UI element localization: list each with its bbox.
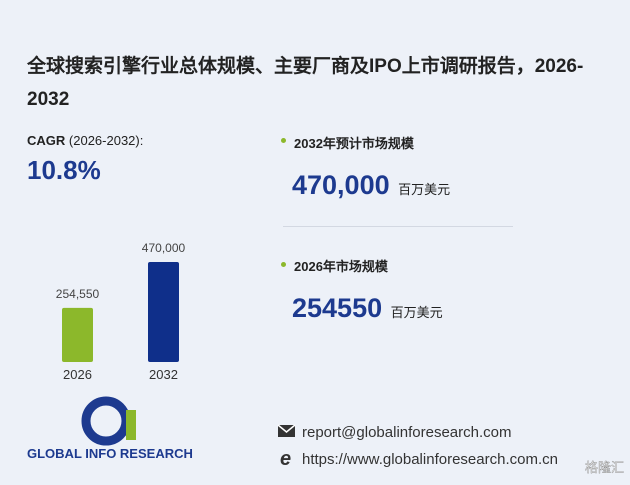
value-label: 470,000	[142, 241, 186, 255]
value-label: 254,550	[56, 287, 100, 301]
website: https://www.globalinforesearch.com.cn	[302, 451, 558, 468]
badge: 格隆汇	[585, 460, 624, 475]
stat-label: 2032年预计市场规模	[294, 136, 414, 151]
stat-unit: 百万美元	[390, 305, 443, 320]
cagr-label: CAGR	[27, 133, 66, 148]
cagr-period: (2026-2032):	[68, 133, 144, 148]
divider	[283, 226, 513, 227]
email: report@globalinforesearch.com	[302, 424, 512, 441]
logo: GLOBAL INFO RESEARCH	[27, 396, 193, 461]
email-icon	[277, 424, 296, 433]
stat: 254550 百万美元	[292, 293, 443, 324]
x-tick-label: 2026	[63, 367, 92, 382]
cagr-line: CAGR (2026-2032):	[27, 133, 143, 148]
web-icon: e	[280, 448, 291, 470]
logo-bar	[126, 410, 136, 440]
title: 全球搜索引擎行业总体规模、主要厂商及IPO上市调研报告，2026-2032	[27, 56, 584, 110]
logo-ring	[81, 396, 131, 446]
bar	[148, 262, 179, 362]
contact-icons: e	[277, 424, 296, 470]
bar	[62, 307, 93, 362]
bullet	[281, 262, 286, 267]
stat-value: 470,000	[292, 170, 390, 200]
x-tick-label: 2032	[149, 367, 178, 382]
stat-unit: 百万美元	[398, 182, 451, 197]
cagr-value: 10.8%	[27, 155, 101, 185]
logo-text: GLOBAL INFO RESEARCH	[27, 446, 193, 461]
bullet	[281, 138, 286, 143]
stat: 470,000 百万美元	[292, 170, 450, 201]
stat-value: 254550	[292, 293, 383, 323]
stat-label: 2026年市场规模	[294, 259, 388, 274]
